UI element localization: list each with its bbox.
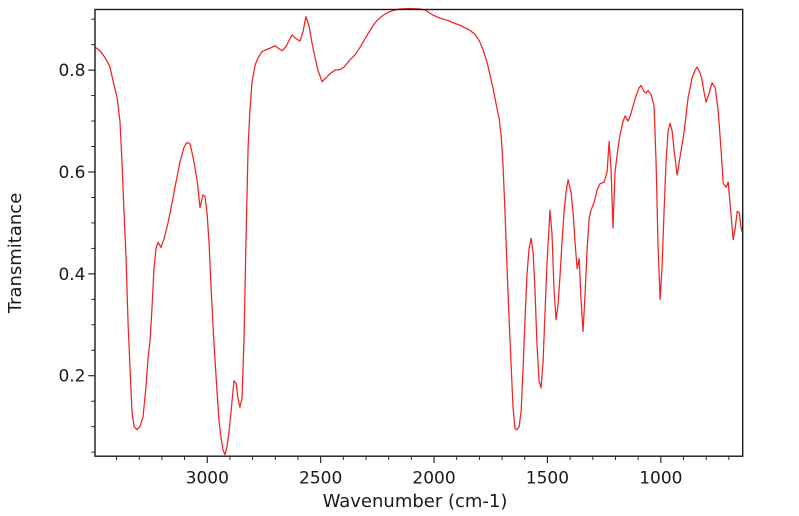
plot-border: [94, 8, 744, 457]
x-tick-label-3000: 3000: [186, 469, 229, 489]
x-tick-label-2500: 2500: [299, 469, 342, 489]
y-axis-label: Transmitance: [5, 192, 26, 314]
spectrum-line: [94, 7, 744, 456]
y-tick-label-0.4: 0.4: [58, 265, 85, 285]
x-tick-label-1000: 1000: [639, 469, 682, 489]
x-tick-label-2000: 2000: [412, 469, 455, 489]
x-axis-label: Wavenumber (cm-1): [322, 491, 508, 512]
y-tick-label-0.8: 0.8: [58, 61, 85, 81]
y-tick-label-0.2: 0.2: [58, 367, 85, 387]
x-tick-label-1500: 1500: [526, 469, 569, 489]
y-tick-label-0.6: 0.6: [58, 163, 85, 183]
